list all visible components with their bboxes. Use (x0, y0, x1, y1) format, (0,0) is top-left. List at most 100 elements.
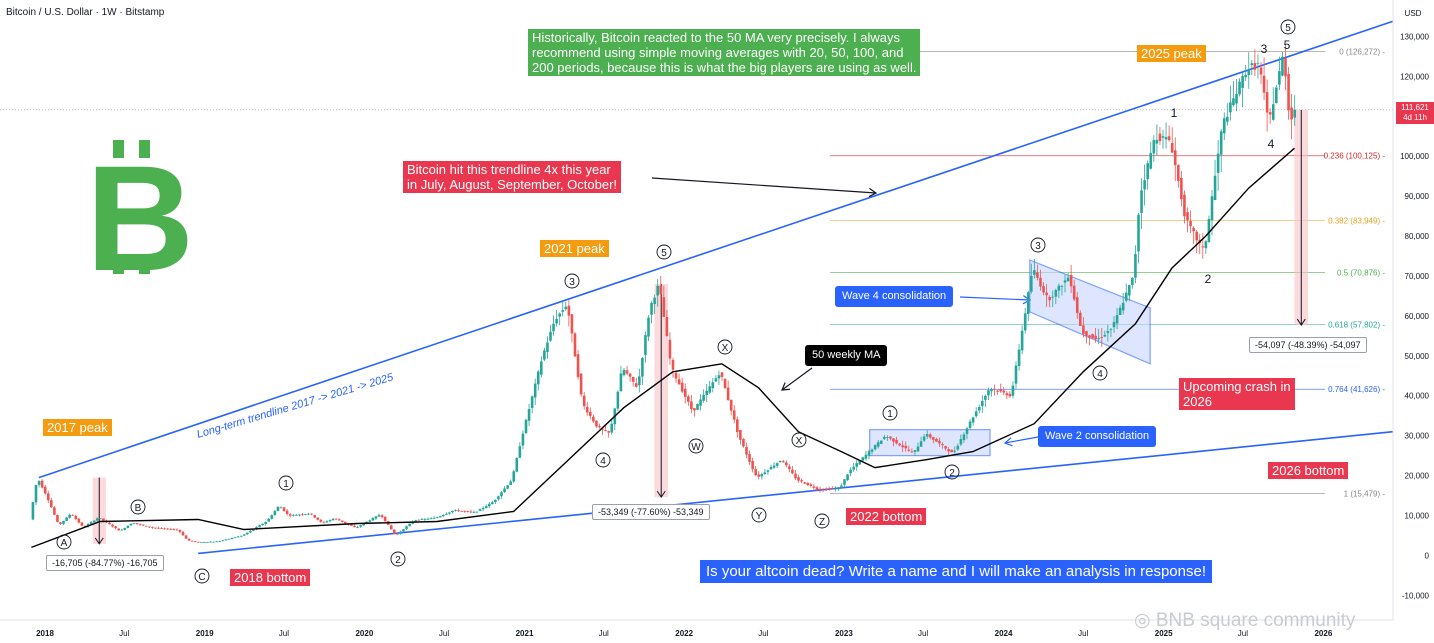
candle-body (595, 420, 598, 427)
candle-up (494, 499, 497, 505)
x-tick-label: 2025 (1155, 629, 1173, 638)
candle-body (1048, 296, 1051, 301)
candle-body (987, 390, 990, 396)
candle-body (962, 434, 966, 441)
candle-body (80, 522, 84, 526)
x-tick-label: Jul (439, 629, 449, 638)
candle-body (316, 517, 320, 520)
candle-body (420, 519, 424, 520)
candle-down (1173, 137, 1177, 182)
candle-body (1118, 307, 1122, 316)
candle-up (922, 433, 926, 443)
candle-body (405, 526, 408, 529)
candle-up (242, 534, 246, 536)
candle-body (396, 533, 399, 535)
candle-down (809, 482, 813, 488)
y-tick-label: 40,000 (1405, 392, 1430, 401)
candle-up (209, 541, 212, 543)
candle-body (794, 473, 797, 479)
candle-body (102, 518, 105, 521)
candle-up (977, 404, 981, 414)
candle-body (585, 407, 589, 413)
candle-up (886, 435, 889, 441)
candle-up (656, 278, 659, 307)
candle-body (193, 541, 197, 543)
candle-up (1207, 215, 1211, 243)
candle-body (742, 438, 745, 447)
candle-down (160, 527, 163, 529)
candle-up (1063, 274, 1067, 293)
candle-body (331, 518, 335, 521)
candle-down (316, 517, 320, 521)
candle-down (181, 531, 185, 536)
candle-body (974, 411, 978, 417)
candle-down (898, 442, 901, 447)
candle-up (837, 486, 840, 492)
label-2026-bottom: 2026 bottom (1268, 462, 1349, 479)
candle-down (889, 435, 892, 441)
candle-body (616, 391, 620, 409)
candle-up (527, 403, 531, 426)
candle-down (175, 528, 179, 531)
candle-up (1011, 381, 1015, 399)
candle-body (448, 512, 451, 514)
candle-up (99, 518, 102, 520)
candle-body (328, 520, 332, 522)
candle-body (515, 458, 519, 472)
candle-body (209, 541, 212, 543)
candle-body (383, 516, 387, 522)
candle-down (668, 332, 672, 365)
candle-body (503, 488, 506, 493)
trendline-upper (38, 20, 1394, 479)
candle-down (794, 470, 797, 480)
candle-down (163, 527, 166, 530)
candle-down (687, 394, 690, 407)
candle-down (1005, 391, 1009, 400)
arrow-wave2-head (1003, 437, 1013, 447)
candle-body (687, 396, 690, 402)
candle-body (233, 537, 237, 539)
candle-body (1186, 212, 1189, 221)
label-2018-bottom: 2018 bottom (230, 569, 311, 586)
candle-body (895, 439, 898, 444)
candle-down (748, 450, 751, 465)
candle-body (589, 411, 592, 416)
candle-up (855, 460, 859, 471)
candle-up (1143, 164, 1146, 206)
candle-body (1042, 286, 1045, 293)
candle-body (432, 517, 436, 519)
candle-body (187, 538, 191, 541)
wave-label: 5 (1284, 38, 1291, 52)
candle-down (901, 440, 904, 452)
candle-up (491, 500, 494, 505)
fib-label-0.618: 0.618 (57,802) - (1328, 321, 1385, 330)
candle-body (824, 488, 828, 490)
candle-up (95, 517, 99, 522)
candle-up (1118, 304, 1122, 316)
candle-body (175, 529, 179, 531)
candle-up (503, 486, 506, 494)
candle-down (1189, 210, 1192, 233)
candle-body (705, 390, 708, 395)
wave-label: 2 (1205, 272, 1212, 286)
candle-body (494, 499, 497, 503)
moving-average (31, 147, 1295, 549)
candle-body (1143, 180, 1146, 190)
candle-up (1213, 159, 1217, 200)
candle-up (714, 375, 718, 382)
candle-up (1146, 160, 1149, 190)
candle-body (1232, 98, 1235, 106)
candle-down (1048, 295, 1051, 308)
candle-body (662, 297, 666, 317)
candle-up (650, 301, 653, 324)
candle-body (1173, 150, 1177, 166)
candle-up (1112, 316, 1116, 333)
candle-up (1051, 290, 1055, 308)
candle-up (965, 426, 969, 440)
candle-body (1109, 329, 1113, 331)
candle-body (353, 525, 356, 528)
candle-body (1082, 325, 1085, 334)
fib-label-1: 1 (15,479) - (1344, 490, 1386, 499)
candle-body (932, 437, 935, 440)
